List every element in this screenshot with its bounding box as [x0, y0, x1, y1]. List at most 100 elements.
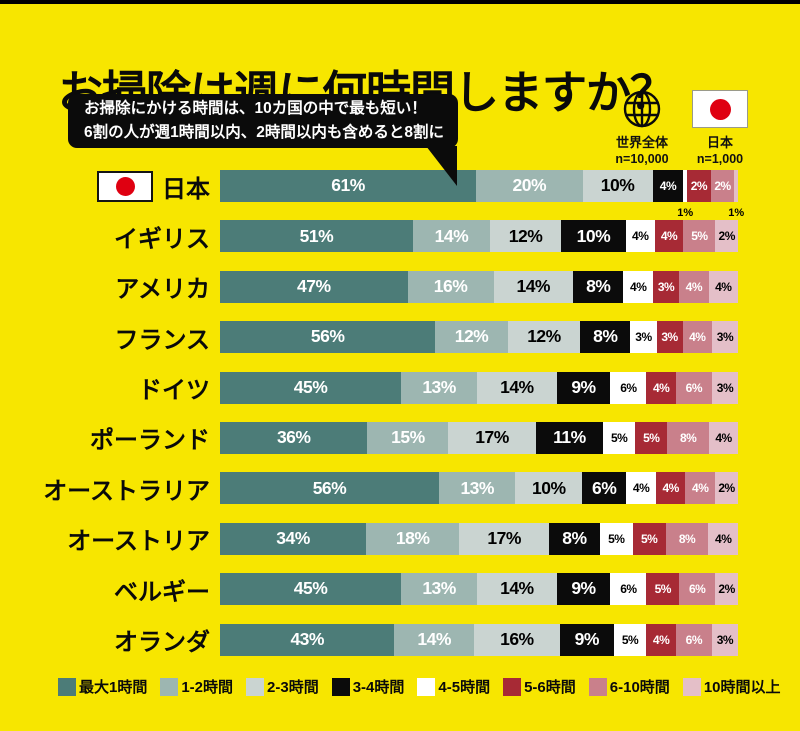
- country-label: アメリカ: [0, 271, 210, 303]
- segment-value: 4%: [715, 279, 732, 294]
- bar-segment: 3%: [656, 321, 683, 354]
- segment-value: 5%: [691, 229, 708, 244]
- legend-label: 1-2時間: [181, 679, 234, 696]
- bar-segment: 8%: [572, 270, 624, 303]
- country-name: フランス: [114, 326, 210, 354]
- bar-segment: 18%: [366, 522, 460, 555]
- bar-segment: 4%: [682, 321, 712, 354]
- chart-row: アメリカ 47% 16% 14% 8% 4% 3% 4% 4%: [0, 270, 748, 321]
- segment-value: 10%: [532, 477, 566, 498]
- segment-value: 4%: [689, 330, 706, 345]
- segment-value: 13%: [460, 477, 494, 498]
- country-label: ドイツ: [0, 372, 210, 404]
- callout-bubble: お掃除にかける時間は、10カ国の中で最も短い！ 6割の人が週1時間以内、2時間以…: [68, 94, 458, 148]
- sample-world: 世界全体 n=10,000: [604, 88, 680, 166]
- stacked-bar: 56% 13% 10% 6% 4% 4% 4% 2%: [220, 472, 738, 505]
- country-label: 日本: [0, 170, 210, 203]
- bar-segment: 15%: [367, 421, 449, 454]
- segment-value: 1%: [677, 207, 694, 219]
- legend-item: 3-4時間: [331, 676, 404, 697]
- legend-item: 最大1時間: [58, 676, 147, 697]
- segment-value: 6%: [685, 380, 703, 395]
- segment-value: 3%: [716, 330, 734, 345]
- bar-segment: 56%: [220, 472, 439, 505]
- bar-segment: 61%: [220, 170, 477, 202]
- segment-value: 56%: [310, 326, 345, 347]
- bar-segment: 13%: [401, 573, 478, 606]
- stacked-bar: 51% 14% 12% 10% 4% 4% 5% 2%: [220, 220, 738, 253]
- globe-icon: [604, 88, 680, 130]
- bar-segment: 4%: [708, 270, 738, 303]
- bar-segment: 5%: [683, 220, 716, 253]
- segment-value: 45%: [293, 376, 328, 397]
- chart-row: 日本 61% 20% 10% 4% 1% 2% 2% 1%: [0, 170, 748, 220]
- bar-segment: 4%: [708, 522, 738, 555]
- segment-value: 4%: [715, 430, 732, 445]
- segment-value: 13%: [422, 578, 456, 599]
- bar-segment: 5%: [613, 623, 647, 656]
- segment-value: 12%: [527, 326, 561, 347]
- chart-legend: 最大1時間 1-2時間 2-3時間 3-4時間 4-5時間 5-6時間 6-10時間 10時間…: [58, 676, 781, 697]
- bar-segment: 6%: [675, 371, 712, 404]
- segment-value: 2%: [718, 229, 736, 244]
- segment-value: 36%: [276, 427, 311, 448]
- segment-value: 2%: [718, 481, 735, 496]
- segment-value: 4%: [685, 279, 703, 294]
- bar-segment: 4%: [654, 220, 684, 253]
- segment-value: 13%: [422, 376, 456, 397]
- bar-segment: 6%: [610, 573, 647, 606]
- bar-segment: 5%: [599, 522, 633, 555]
- segment-value: 14%: [500, 376, 534, 397]
- bar-segment: 2%: [715, 472, 738, 505]
- bar-segment: 45%: [220, 573, 402, 606]
- segment-value: 56%: [312, 477, 347, 498]
- bar-segment: 5%: [603, 421, 636, 454]
- segment-value: 3%: [661, 330, 678, 345]
- segment-value: 12%: [508, 225, 543, 246]
- legend-label: 最大1時間: [79, 679, 148, 696]
- segment-value: 4%: [632, 229, 649, 244]
- chart-row: オーストラリア 56% 13% 10% 6% 4% 4% 4% 2%: [0, 472, 748, 522]
- segment-value: 2%: [690, 179, 708, 193]
- segment-value: 4%: [632, 481, 650, 496]
- sample-world-label: 世界全体: [615, 135, 668, 150]
- segment-value: 2%: [718, 582, 735, 597]
- country-name: 日本: [162, 175, 210, 203]
- legend-swatch: [503, 677, 522, 696]
- legend-label: 4-5時間: [438, 679, 491, 696]
- bar-segment: 4%: [626, 472, 656, 505]
- country-label: フランス: [0, 321, 210, 354]
- country-name: ドイツ: [138, 377, 210, 405]
- bar-segment: 8%: [665, 522, 709, 555]
- legend-label: 6-10時間: [609, 679, 670, 696]
- bar-segment: 14%: [493, 270, 573, 303]
- bar-segment: 43%: [220, 623, 395, 656]
- segment-value: 9%: [571, 376, 596, 397]
- stacked-bar: 45% 13% 14% 9% 6% 4% 6% 3%: [220, 371, 739, 404]
- segment-value: 17%: [475, 427, 509, 448]
- stacked-bar: 47% 16% 14% 8% 4% 3% 4% 4%: [220, 270, 738, 303]
- bar-segment: 14%: [412, 220, 491, 253]
- callout-line-1: お掃除にかける時間は、10カ国の中で最も短い！: [84, 99, 427, 117]
- segment-value: 16%: [433, 276, 468, 297]
- callout-line-2: 6割の人が週1時間以内、2時間以内も含めると8割に: [84, 124, 444, 141]
- bar-segment: 6%: [582, 472, 627, 505]
- bar-segment: 4%: [625, 220, 655, 253]
- bar-segment: 1%: [728, 170, 744, 219]
- bar-segment: 16%: [407, 270, 494, 303]
- bar-segment: 47%: [220, 270, 408, 303]
- stacked-bar: 61% 20% 10% 4% 1% 2% 2% 1%: [220, 170, 744, 219]
- segment-value: 6%: [685, 632, 703, 647]
- country-label: ポーランド: [0, 422, 210, 454]
- segment-value: 16%: [500, 628, 534, 649]
- segment-value: 47%: [297, 276, 331, 297]
- segment-value: 4%: [692, 481, 709, 496]
- bar-segment: 2%: [715, 220, 738, 253]
- bar-segment: 16%: [473, 623, 560, 656]
- segment-value: 5%: [621, 632, 639, 647]
- chart-row: オランダ 43% 14% 16% 9% 5% 4% 6% 3%: [0, 623, 748, 674]
- segment-value: 61%: [331, 175, 365, 196]
- country-name: アメリカ: [115, 276, 210, 304]
- segment-value: 9%: [574, 628, 600, 649]
